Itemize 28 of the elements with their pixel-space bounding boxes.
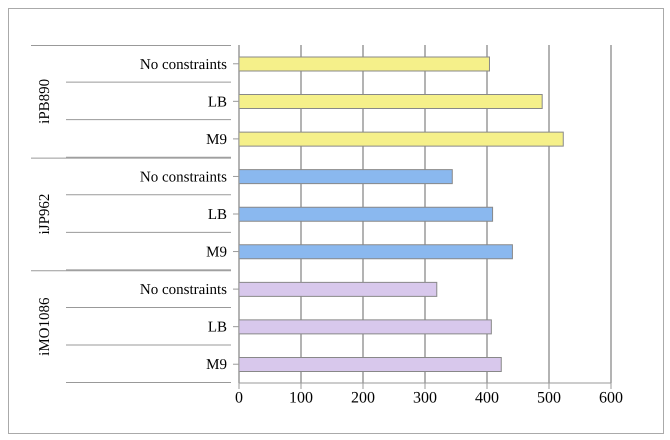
x-tick-label: 300 [413, 389, 437, 406]
y-tick-label: LB [208, 320, 227, 336]
bar [239, 356, 502, 372]
x-tick-label: 400 [475, 389, 499, 406]
x-tick-label: 100 [289, 389, 313, 406]
bar [239, 56, 490, 72]
text: iMO1086 [37, 297, 53, 356]
y-tick-label: LB [208, 207, 227, 223]
bar [239, 244, 513, 260]
bar [239, 282, 438, 297]
x-tick-label: 500 [537, 389, 561, 406]
bar [239, 319, 492, 334]
y-tick-label: LB [208, 94, 227, 110]
x-tick-label: 0 [235, 389, 243, 406]
text: iPB890 [37, 78, 53, 124]
x-tick-label: 600 [599, 389, 623, 406]
text: iJP962 [37, 194, 53, 234]
bar [239, 94, 543, 110]
y-tick-label: M9 [206, 132, 227, 148]
bar [239, 132, 564, 147]
y-tick-label: M9 [206, 244, 227, 261]
bar [239, 169, 453, 184]
y-tick-label: No constraints [140, 282, 228, 298]
y-tick-label: No constraints [140, 56, 228, 73]
y-tick-label: M9 [206, 357, 227, 374]
x-tick-label: 200 [351, 389, 375, 406]
y-tick-label: No constraints [140, 169, 228, 186]
bar [239, 206, 494, 222]
